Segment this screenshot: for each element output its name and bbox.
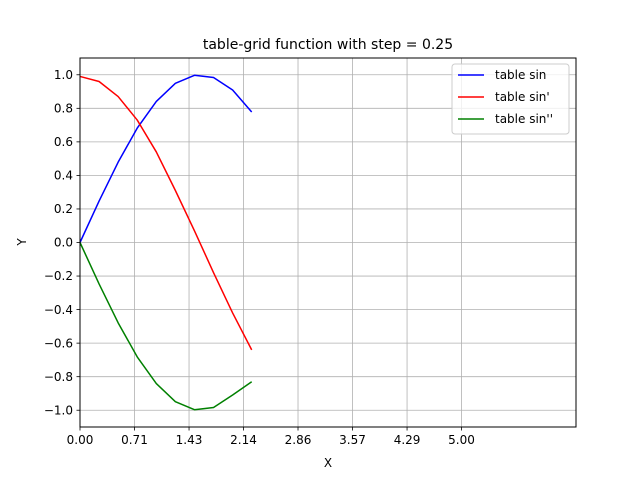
x-tick-label: 0.71 bbox=[121, 433, 148, 447]
y-tick-label: −1.0 bbox=[44, 403, 73, 417]
legend-label: table sin bbox=[495, 68, 546, 82]
legend: table sin table sin' table sin'' bbox=[451, 63, 570, 135]
legend-label: table sin' bbox=[495, 90, 550, 104]
chart-title: table-grid function with step = 0.25 bbox=[203, 37, 453, 53]
y-tick-label: 0.0 bbox=[54, 236, 73, 250]
series-line-2 bbox=[79, 75, 253, 351]
x-tick-label: 1.43 bbox=[176, 433, 203, 447]
y-tick-label: 0.4 bbox=[54, 169, 73, 183]
series-line-3 bbox=[79, 242, 253, 411]
series-line-1 bbox=[79, 74, 253, 243]
x-tick-label: 2.14 bbox=[230, 433, 257, 447]
y-tick-label: 1.0 bbox=[54, 68, 73, 82]
x-axis-ticks: 0.00 0.71 1.43 2.14 2.86 3.57 4.29 5.00 bbox=[67, 427, 475, 447]
y-axis-title: Y bbox=[15, 238, 29, 247]
y-tick-label: 0.6 bbox=[54, 135, 73, 149]
y-tick-label: −0.2 bbox=[44, 269, 73, 283]
x-tick-label: 0.00 bbox=[67, 433, 94, 447]
y-axis-ticks: −1.0 −0.8 −0.6 −0.4 −0.2 0.0 0.2 0.4 0.6 0.8 1.0 bbox=[44, 68, 80, 417]
x-tick-label: 2.86 bbox=[285, 433, 312, 447]
y-tick-label: −0.6 bbox=[44, 336, 73, 350]
legend-label: table sin'' bbox=[495, 112, 553, 126]
x-tick-label: 4.29 bbox=[394, 433, 421, 447]
series-lines bbox=[79, 74, 253, 411]
x-axis-title: X bbox=[324, 456, 332, 470]
x-tick-label: 5.00 bbox=[448, 433, 475, 447]
y-tick-label: −0.8 bbox=[44, 370, 73, 384]
y-tick-label: −0.4 bbox=[44, 303, 73, 317]
legend-box bbox=[451, 63, 570, 135]
y-tick-label: 0.8 bbox=[54, 102, 73, 116]
y-tick-label: 0.2 bbox=[54, 202, 73, 216]
x-tick-label: 3.57 bbox=[339, 433, 366, 447]
